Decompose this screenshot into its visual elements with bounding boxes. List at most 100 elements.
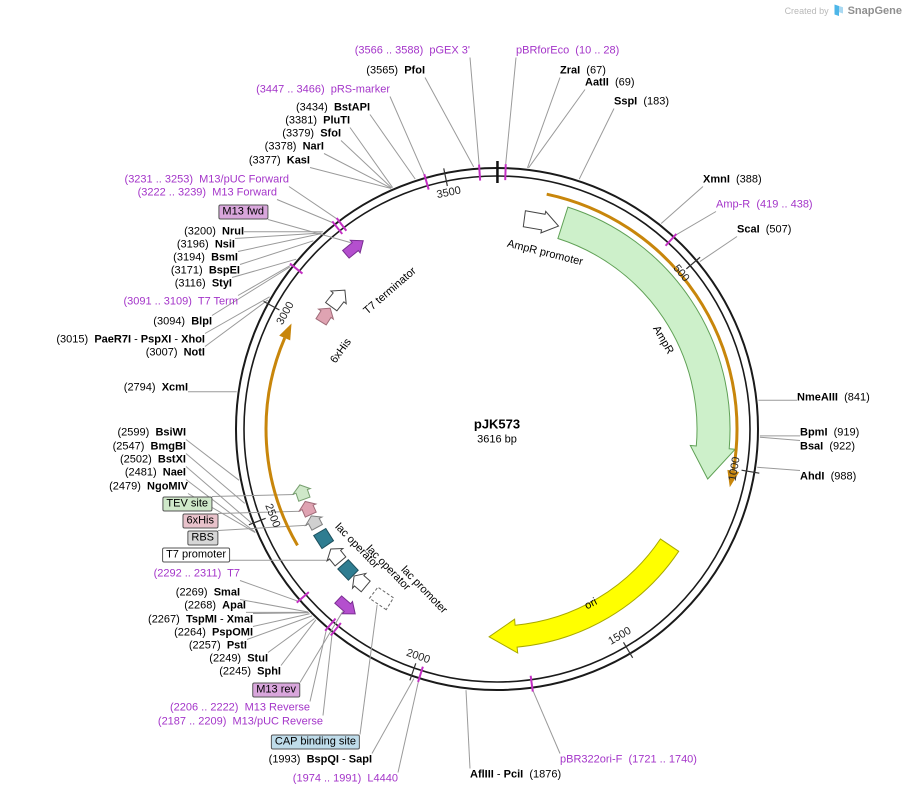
label-t7-primer[interactable]: (2292 .. 2311) T7 <box>154 568 240 581</box>
leader-line-bspei <box>239 240 314 265</box>
label-6xhis-box[interactable]: 6xHis <box>182 513 218 529</box>
leader-line-scai <box>699 236 738 263</box>
label-ngomiv[interactable]: (2479) NgoMIV <box>109 481 188 494</box>
label-m13-reverse[interactable]: (2206 .. 2222) M13 Reverse <box>170 702 310 715</box>
label-bsai[interactable]: BsaI (922) <box>800 441 855 454</box>
label-text: (2481) <box>124 466 163 479</box>
label-bstapi[interactable]: (3434) BstAPI <box>296 102 370 115</box>
label-bpmi[interactable]: BpmI (919) <box>800 427 859 440</box>
label-m13-forward[interactable]: (3222 .. 3239) M13 Forward <box>138 187 277 200</box>
label-pgex-3[interactable]: (3566 .. 3588) pGEX 3' <box>355 45 470 58</box>
label-ahdi[interactable]: AhdI (988) <box>800 471 856 484</box>
label-bstxi[interactable]: (2502) BstXI <box>120 454 186 467</box>
label-text: (2794) <box>123 381 162 394</box>
label-bmgbi[interactable]: (2547) BmgBI <box>113 441 186 454</box>
label-text: PstI <box>226 639 247 652</box>
label-m13-fwd-box[interactable]: M13 fwd <box>218 204 268 220</box>
label-m13-puc-forward[interactable]: (3231 .. 3253) M13/pUC Forward <box>125 174 289 187</box>
label-text: BstAPI <box>333 101 370 114</box>
glyph-t7-promoter[interactable] <box>326 547 347 567</box>
label-rbs-box[interactable]: RBS <box>187 530 218 546</box>
label-nrui[interactable]: (3200) NruI <box>184 226 244 239</box>
feature-ampr[interactable] <box>557 206 737 480</box>
label-sspi[interactable]: SspI (183) <box>614 96 669 109</box>
label-bsmi[interactable]: (3194) BsmI <box>173 252 238 265</box>
label-t7-promoter-box[interactable]: T7 promoter <box>162 547 230 563</box>
label-styi[interactable]: (3116) StyI <box>175 278 232 291</box>
leader-line-aatii <box>528 89 586 169</box>
label-stui[interactable]: (2249) StuI <box>209 653 268 666</box>
label-xcmi[interactable]: (2794) XcmI <box>124 382 188 395</box>
label-smai[interactable]: (2269) SmaI <box>176 587 240 600</box>
glyph-lac-operator-1[interactable] <box>337 559 359 581</box>
label-amp-r-primer[interactable]: Amp-R (419 .. 438) <box>716 199 813 212</box>
label-tspmi-xmai[interactable]: (2267) TspMI - XmaI <box>148 614 253 627</box>
leader-line-m13-forward <box>276 199 334 224</box>
label-text: XmnI <box>703 173 730 186</box>
label-text: PciI <box>503 768 524 781</box>
label-naei[interactable]: (2481) NaeI <box>125 467 186 480</box>
label-bsiwi[interactable]: (2599) BsiWI <box>118 427 186 440</box>
label-m13-rev-box[interactable]: M13 rev <box>252 682 300 698</box>
label-zrai[interactable]: ZraI (67) <box>560 65 606 78</box>
label-pspomi[interactable]: (2264) PspOMI <box>174 627 253 640</box>
label-pluti[interactable]: (3381) PluTI <box>285 115 350 128</box>
label-text: BstXI <box>157 453 186 466</box>
label-text: (3381) <box>285 114 324 127</box>
label-cap-binding-site-box[interactable]: CAP binding site <box>270 734 360 750</box>
label-afliii-pcii[interactable]: AflIII - PciI (1876) <box>470 769 561 782</box>
label-bspqi-sapi[interactable]: (1993) BspQI - SapI <box>269 754 372 767</box>
feature-ori[interactable] <box>488 538 680 654</box>
label-paer7i-pspxi-xhoi[interactable]: (3015) PaeR7I - PspXI - XhoI <box>56 334 205 347</box>
label-tev-site-box[interactable]: TEV site <box>162 496 212 512</box>
orf-frame-right[interactable] <box>546 192 739 472</box>
label-prs-marker[interactable]: (3447 .. 3466) pRS-marker <box>256 84 390 97</box>
label-kasi[interactable]: (3377) KasI <box>249 155 310 168</box>
label-text: KasI <box>286 154 310 167</box>
glyph-rbs[interactable] <box>304 515 324 531</box>
label-text: SspI <box>614 95 638 108</box>
label-sfoi[interactable]: (3379) SfoI <box>282 128 341 141</box>
label-pbr322ori-f[interactable]: pBR322ori-F (1721 .. 1740) <box>560 754 697 767</box>
primer-tick-1982 <box>417 666 424 683</box>
glyph-6xhis-c[interactable] <box>315 307 335 326</box>
glyph-cap-binding-site[interactable] <box>368 586 395 611</box>
glyph-tev-site[interactable] <box>291 484 312 502</box>
leader-line-noti <box>204 299 269 347</box>
label-nari[interactable]: (3378) NarI <box>265 141 324 154</box>
leader-line-nari <box>323 153 392 189</box>
label-t7-term-primer[interactable]: (3091 .. 3109) T7 Term <box>123 296 238 309</box>
orf-frame-left[interactable] <box>264 337 299 547</box>
glyph-lac-operator-2[interactable] <box>312 527 335 550</box>
label-aatii[interactable]: AatII (69) <box>585 77 635 90</box>
label-apai[interactable]: (2268) ApaI <box>184 600 246 613</box>
glyph-m13-fwd[interactable] <box>341 239 364 259</box>
label-pbrforeco[interactable]: pBRforEco (10 .. 28) <box>516 45 619 58</box>
label-noti[interactable]: (3007) NotI <box>146 347 205 360</box>
glyph-lac-promoter[interactable] <box>351 572 371 593</box>
label-pfoi[interactable]: (3565) PfoI <box>366 65 425 78</box>
glyph-m13-rev[interactable] <box>334 595 356 615</box>
glyph-6xhis-n[interactable] <box>298 500 318 518</box>
label-text: AatII <box>585 76 609 89</box>
label-xmni[interactable]: XmnI (388) <box>703 174 762 187</box>
label-sphi[interactable]: (2245) SphI <box>219 666 281 679</box>
label-m13-puc-reverse[interactable]: (2187 .. 2209) M13/pUC Reverse <box>158 716 323 729</box>
leader-line-m13-puc-reverse <box>322 633 333 716</box>
label-scai[interactable]: ScaI (507) <box>737 224 791 237</box>
label-psti[interactable]: (2257) PstI <box>189 640 247 653</box>
label-l4440[interactable]: (1974 .. 1991) L4440 <box>293 773 398 786</box>
label-bspei[interactable]: (3171) BspEI <box>171 265 240 278</box>
label-text: PfoI <box>404 64 425 77</box>
label-nsii[interactable]: (3196) NsiI <box>177 239 235 252</box>
label-blpi[interactable]: (3094) BlpI <box>153 316 212 329</box>
leader-line-6xhis-box <box>217 510 301 514</box>
glyph-t7-terminator[interactable] <box>324 289 347 312</box>
label-text: XcmI <box>161 381 188 394</box>
label-text: M13 rev <box>256 683 296 696</box>
primer-tick-3230 <box>331 220 344 235</box>
label-text: (388) <box>729 173 762 186</box>
label-nmeaiii[interactable]: NmeAIII (841) <box>797 392 870 405</box>
glyph-ampr-promoter[interactable] <box>522 210 560 234</box>
